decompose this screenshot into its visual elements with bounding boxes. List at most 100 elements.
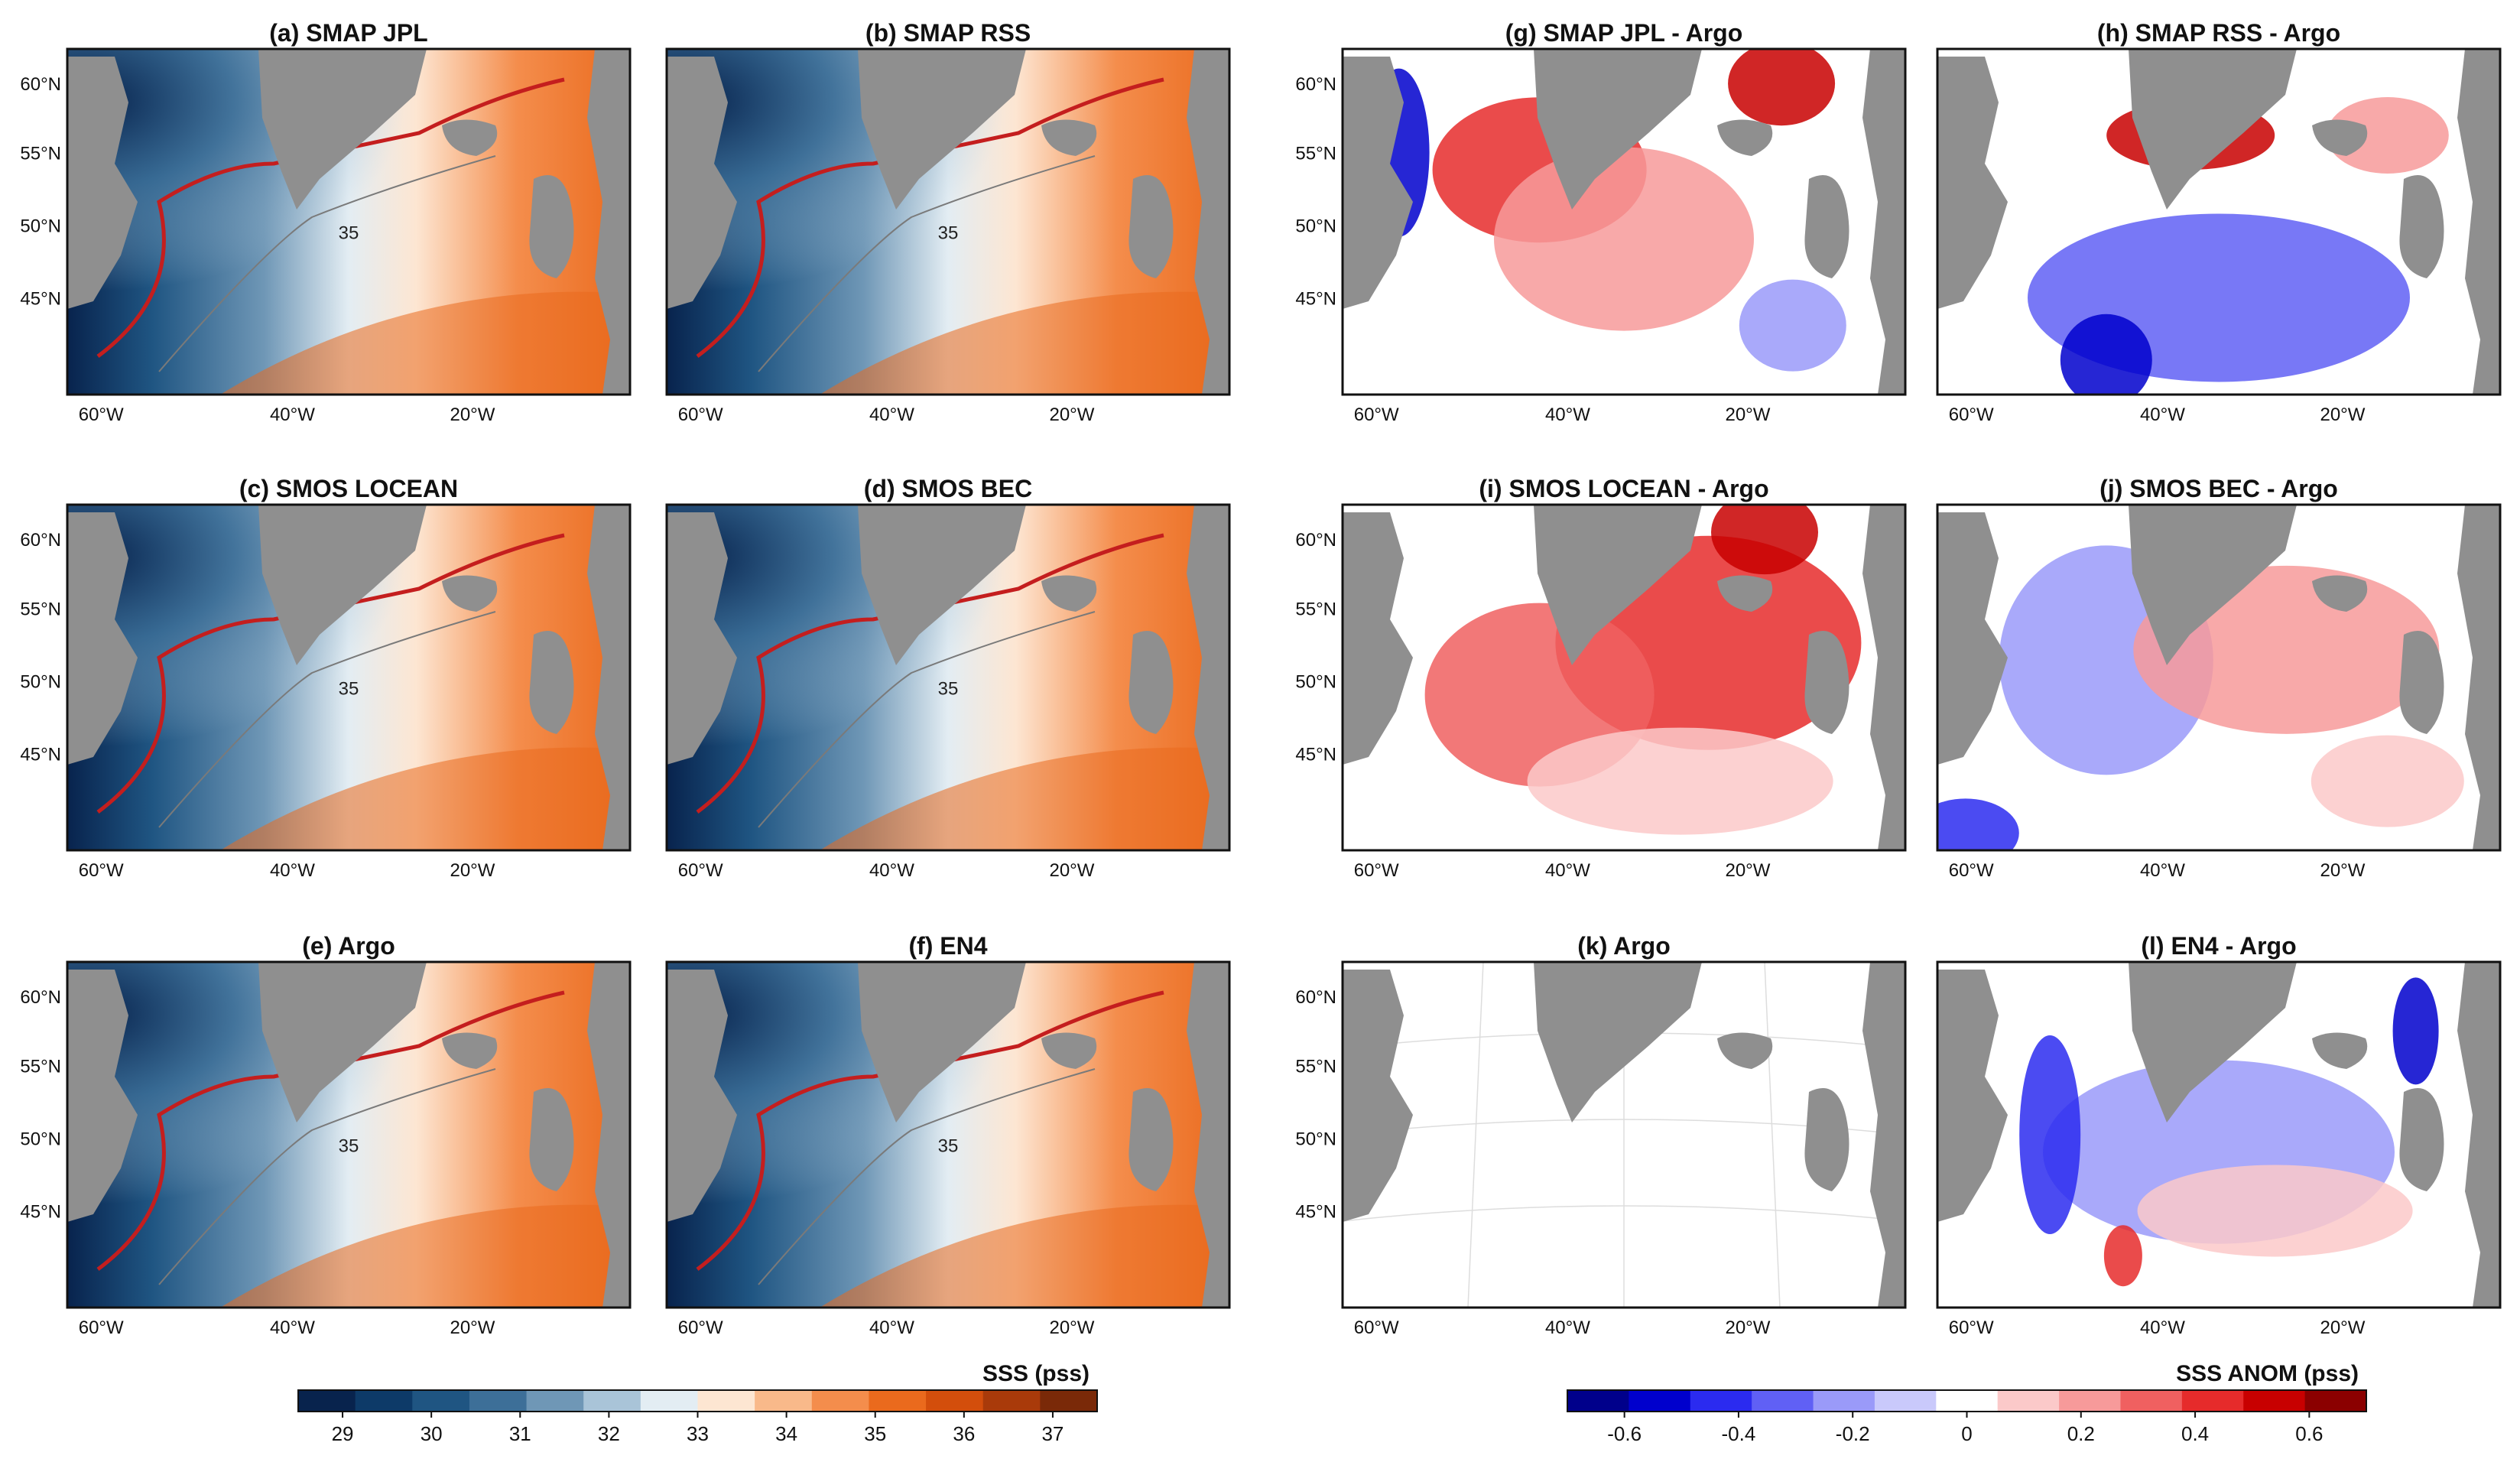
lat-tick-label: 55°N <box>20 1057 61 1077</box>
lon-tick-label: 20°W <box>450 860 495 881</box>
contour-35 <box>758 611 1096 828</box>
colorbar-tick-label: 35 <box>864 1422 886 1445</box>
sss-subtropical <box>220 291 630 395</box>
colorbar-tick-label: 32 <box>598 1422 620 1445</box>
land-labrador <box>1937 970 2008 1222</box>
land-iceland <box>2312 119 2368 156</box>
land-labrador <box>67 57 138 309</box>
colorbar-tick-label: 0.2 <box>2067 1422 2095 1445</box>
lat-tick-label: 50°N <box>20 216 61 237</box>
panel-title: (k) Argo <box>1577 932 1670 960</box>
colorbar-tick-label: 36 <box>953 1422 975 1445</box>
panel-content <box>667 49 1229 395</box>
land-iceland <box>2312 575 2368 612</box>
land-greenland <box>1534 505 1702 665</box>
land-iceland <box>1041 575 1097 612</box>
contour-35 <box>758 1068 1096 1285</box>
land-british-isles <box>2399 1088 2444 1191</box>
lat-tick-label: 45°N <box>20 1201 61 1222</box>
colorbar-swatch <box>1690 1390 1752 1412</box>
panel-frame <box>66 503 632 852</box>
lon-tick-label: 20°W <box>1725 1317 1770 1338</box>
lon-tick-label: 40°W <box>1545 404 1590 425</box>
lon-tick-label: 40°W <box>2140 404 2185 425</box>
panel-content <box>667 505 1229 850</box>
contour-35 <box>158 611 496 828</box>
land-greenland <box>858 505 1026 665</box>
colorbar-swatch <box>1997 1390 2060 1412</box>
contour-label: 35 <box>339 1136 359 1157</box>
land-iceland <box>1041 1032 1097 1069</box>
lon-tick-label: 20°W <box>450 1317 495 1338</box>
land-british-isles <box>1128 631 1174 734</box>
lon-tick-label: 60°W <box>79 1317 124 1338</box>
panel-frame <box>66 960 632 1309</box>
land-greenland <box>258 962 427 1122</box>
colorbar-swatch <box>2243 1390 2306 1412</box>
contour-boundary <box>96 77 565 359</box>
panel-a: (a) SMAP JPL 35 60°W 40°W 20°W 60°N 55°N 50°N 45… <box>20 19 632 425</box>
colorbar-swatch <box>2059 1390 2121 1412</box>
lon-tick-label: 60°W <box>1354 1317 1399 1338</box>
contour-label: 35 <box>938 1136 959 1157</box>
colorbar-swatch <box>412 1390 470 1412</box>
panel-title: (j) SMOS BEC - Argo <box>2099 475 2338 502</box>
lon-tick-label: 40°W <box>270 860 315 881</box>
land-iceland <box>2312 1032 2368 1069</box>
land-europe <box>1862 505 1905 850</box>
anom-patch <box>2311 735 2464 827</box>
panel-d: (d) SMOS BEC 35 60°W 40°W 20°W <box>665 475 1231 881</box>
land-labrador <box>1343 970 1413 1222</box>
panel-content <box>67 962 630 1308</box>
sss-subtropical <box>220 747 630 850</box>
contour-boundary <box>696 533 1164 814</box>
lon-tick-label: 20°W <box>1725 860 1770 881</box>
lon-tick-label: 60°W <box>1354 860 1399 881</box>
anom-patch <box>2060 314 2152 395</box>
panel-frame <box>66 47 632 396</box>
colorbar-tick-label: 0.6 <box>2295 1422 2323 1445</box>
lat-tick-label: 60°N <box>20 530 61 551</box>
colorbar-swatch <box>2181 1390 2244 1412</box>
land-greenland <box>858 962 1026 1122</box>
land-labrador <box>667 57 737 309</box>
lon-tick-label: 60°W <box>79 404 124 425</box>
anom-patch <box>2392 977 2439 1085</box>
land-labrador <box>1343 57 1413 309</box>
colorbar-tick-label: -0.6 <box>1607 1422 1642 1445</box>
land-british-isles <box>529 1088 574 1191</box>
colorbar-swatch <box>2120 1390 2183 1412</box>
anom-patch <box>2137 1165 2413 1257</box>
colorbar-swatch <box>1813 1390 1875 1412</box>
colorbar-tick-label: 33 <box>687 1422 709 1445</box>
lat-tick-label: 55°N <box>20 144 61 164</box>
lon-tick-label: 60°W <box>678 404 723 425</box>
lat-tick-label: 50°N <box>20 672 61 693</box>
land-iceland <box>1717 119 1773 156</box>
colorbar-swatch <box>1040 1390 1098 1412</box>
lon-tick-label: 40°W <box>270 1317 315 1338</box>
lat-tick-label: 45°N <box>20 288 61 309</box>
panel-f: (f) EN4 35 60°W 40°W 20°W <box>665 932 1231 1338</box>
contour-label: 35 <box>938 223 959 244</box>
colorbar-tick-label: -0.2 <box>1836 1422 1870 1445</box>
land-iceland <box>1717 575 1773 612</box>
lon-tick-label: 60°W <box>678 1317 723 1338</box>
land-europe <box>1187 962 1229 1308</box>
land-iceland <box>442 119 498 156</box>
lon-tick-label: 20°W <box>2320 1317 2365 1338</box>
lat-tick-label: 50°N <box>20 1129 61 1150</box>
anom-patch <box>1494 147 1754 331</box>
lon-tick-label: 40°W <box>869 1317 914 1338</box>
lat-tick-label: 55°N <box>1295 599 1336 620</box>
lat-tick-label: 55°N <box>1295 1057 1336 1077</box>
lon-tick-label: 20°W <box>450 404 495 425</box>
lon-tick-label: 60°W <box>1949 860 1994 881</box>
land-greenland <box>258 505 427 665</box>
graticule-lon <box>1467 962 1484 1308</box>
colorbar-tick-label: 29 <box>332 1422 354 1445</box>
colorbar-swatch <box>811 1390 869 1412</box>
land-greenland <box>1534 962 1702 1122</box>
anom-patch <box>1937 798 2019 850</box>
graticule-lon <box>1764 962 1781 1308</box>
